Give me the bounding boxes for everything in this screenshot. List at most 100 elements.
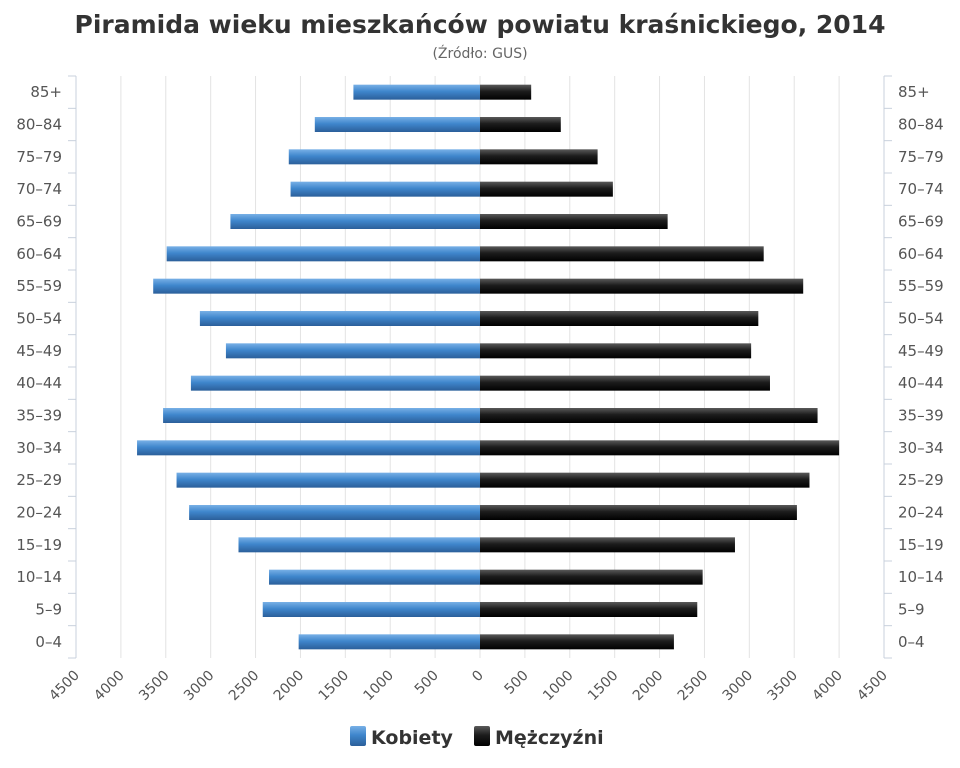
category-label-left: 75–79 <box>16 148 62 166</box>
legend: Kobiety Mężczyźni <box>350 726 604 749</box>
bar-mezczyzni-9[interactable] <box>480 343 752 359</box>
x-tick-label: 4500 <box>46 668 83 705</box>
legend-label-mezczyzni: Mężczyźni <box>495 727 604 749</box>
bar-mezczyzni-12[interactable] <box>480 246 764 262</box>
category-label-right: 75–79 <box>898 148 944 166</box>
legend-label-kobiety: Kobiety <box>371 727 454 749</box>
bar-kobiety-2[interactable] <box>269 569 480 585</box>
bar-kobiety-10[interactable] <box>199 311 481 326</box>
bar-mezczyzni-3[interactable] <box>480 537 735 553</box>
category-label-left: 5–9 <box>35 601 62 619</box>
bar-mezczyzni-0[interactable] <box>480 634 674 650</box>
axes <box>68 75 892 659</box>
bar-kobiety-14[interactable] <box>290 181 480 197</box>
x-tick-label: 2000 <box>271 668 308 705</box>
category-label-right: 85+ <box>898 83 930 101</box>
category-label-right: 0–4 <box>898 633 925 651</box>
bar-kobiety-0[interactable] <box>298 634 480 650</box>
bars <box>137 84 840 650</box>
bar-kobiety-4[interactable] <box>189 505 480 520</box>
grid-lines <box>75 76 885 658</box>
bar-mezczyzni-10[interactable] <box>480 311 759 326</box>
category-label-left: 80–84 <box>16 116 62 134</box>
bar-kobiety-9[interactable] <box>225 343 480 359</box>
category-label-left: 15–19 <box>16 536 62 554</box>
bar-mezczyzni-8[interactable] <box>480 375 770 391</box>
bar-kobiety-15[interactable] <box>288 149 480 165</box>
bar-mezczyzni-2[interactable] <box>480 569 703 585</box>
chart-subtitle: (Źródło: GUS) <box>432 44 527 62</box>
category-label-left: 55–59 <box>16 277 62 295</box>
legend-item-kobiety[interactable]: Kobiety <box>350 726 454 749</box>
x-tick-label: 500 <box>412 668 442 698</box>
bar-mezczyzni-4[interactable] <box>480 505 797 520</box>
bar-mezczyzni-5[interactable] <box>480 472 810 488</box>
bar-mezczyzni-6[interactable] <box>480 440 840 456</box>
bar-kobiety-5[interactable] <box>176 472 480 488</box>
x-tick-label: 4000 <box>91 668 128 705</box>
category-label-right: 35–39 <box>898 407 944 425</box>
category-label-right: 40–44 <box>898 374 944 392</box>
x-tick-label: 3000 <box>720 668 757 705</box>
category-label-right: 5–9 <box>898 601 925 619</box>
bar-kobiety-11[interactable] <box>153 278 480 294</box>
bar-mezczyzni-7[interactable] <box>480 408 818 423</box>
x-tick-label: 4000 <box>809 668 846 705</box>
bar-mezczyzni-13[interactable] <box>480 214 668 229</box>
category-label-left: 20–24 <box>16 504 62 522</box>
category-label-right: 45–49 <box>898 342 944 360</box>
x-tick-label: 0 <box>469 668 487 686</box>
category-label-right: 80–84 <box>898 116 944 134</box>
bar-kobiety-1[interactable] <box>262 602 480 617</box>
x-tick-label: 4500 <box>854 668 891 705</box>
category-label-right: 55–59 <box>898 277 944 295</box>
bar-kobiety-7[interactable] <box>163 408 480 423</box>
x-tick-label: 1000 <box>540 668 577 705</box>
category-label-left: 65–69 <box>16 213 62 231</box>
category-label-right: 70–74 <box>898 180 944 198</box>
x-tick-label: 1000 <box>361 668 398 705</box>
bar-kobiety-12[interactable] <box>166 246 481 262</box>
category-label-right: 20–24 <box>898 504 944 522</box>
category-label-left: 40–44 <box>16 374 62 392</box>
legend-swatch-kobiety <box>350 726 366 746</box>
value-tick-labels: 4500 4000 3500 3000 2500 2000 1500 1000 500 0 500 1… <box>46 668 891 705</box>
bar-mezczyzni-14[interactable] <box>480 181 613 197</box>
bar-mezczyzni-1[interactable] <box>480 602 698 617</box>
bar-mezczyzni-15[interactable] <box>480 149 598 165</box>
category-label-left: 10–14 <box>16 568 62 586</box>
category-label-left: 0–4 <box>35 633 62 651</box>
x-tick-label: 3500 <box>765 668 802 705</box>
category-label-left: 30–34 <box>16 439 62 457</box>
bar-mezczyzni-16[interactable] <box>480 117 561 132</box>
bar-mezczyzni-17[interactable] <box>480 84 532 100</box>
bar-kobiety-17[interactable] <box>353 84 480 100</box>
bar-kobiety-8[interactable] <box>190 375 480 391</box>
x-tick-label: 1500 <box>316 668 353 705</box>
bar-kobiety-6[interactable] <box>137 440 480 456</box>
category-label-right: 10–14 <box>898 568 944 586</box>
category-label-left: 70–74 <box>16 180 62 198</box>
legend-item-mezczyzni[interactable]: Mężczyźni <box>474 726 604 749</box>
category-label-right: 65–69 <box>898 213 944 231</box>
bar-mezczyzni-11[interactable] <box>480 278 804 294</box>
category-label-right: 30–34 <box>898 439 944 457</box>
category-labels: 0–4 0–4 5–9 5–9 10–14 10–14 15–19 15–19 20–24 20–… <box>16 83 943 651</box>
category-label-left: 45–49 <box>16 342 62 360</box>
x-tick-label: 2500 <box>226 668 263 705</box>
category-label-right: 50–54 <box>898 310 944 328</box>
bar-kobiety-16[interactable] <box>314 117 480 132</box>
category-label-left: 25–29 <box>16 471 62 489</box>
bar-kobiety-3[interactable] <box>238 537 480 553</box>
x-tick-label: 2000 <box>630 668 667 705</box>
x-tick-label: 3500 <box>136 668 173 705</box>
category-label-right: 15–19 <box>898 536 944 554</box>
category-label-right: 60–64 <box>898 245 944 263</box>
x-tick-label: 1500 <box>585 668 622 705</box>
category-label-left: 60–64 <box>16 245 62 263</box>
category-label-right: 25–29 <box>898 471 944 489</box>
x-tick-label: 2500 <box>675 668 712 705</box>
bar-kobiety-13[interactable] <box>230 214 480 229</box>
x-tick-label: 500 <box>501 668 531 698</box>
